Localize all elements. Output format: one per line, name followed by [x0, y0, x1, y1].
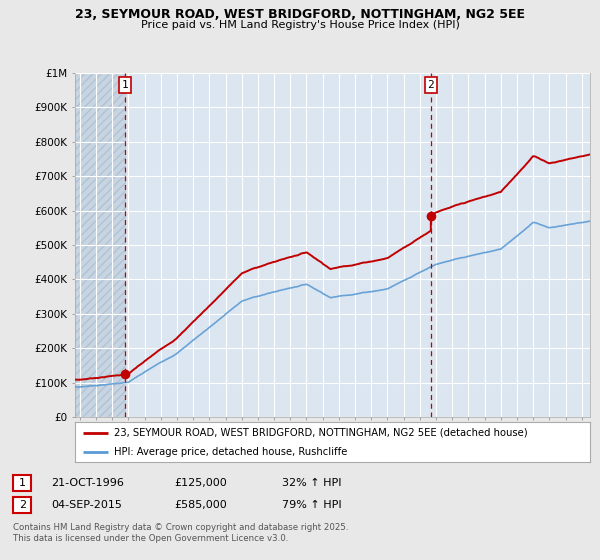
Text: 21-OCT-1996: 21-OCT-1996	[51, 478, 124, 488]
Bar	[75, 73, 125, 417]
Text: Contains HM Land Registry data © Crown copyright and database right 2025.: Contains HM Land Registry data © Crown c…	[13, 523, 349, 532]
Text: 32% ↑ HPI: 32% ↑ HPI	[282, 478, 341, 488]
Text: £585,000: £585,000	[174, 500, 227, 510]
Text: 23, SEYMOUR ROAD, WEST BRIDGFORD, NOTTINGHAM, NG2 5EE: 23, SEYMOUR ROAD, WEST BRIDGFORD, NOTTIN…	[75, 8, 525, 21]
Text: 04-SEP-2015: 04-SEP-2015	[51, 500, 122, 510]
Text: 1: 1	[122, 80, 129, 90]
Text: 2: 2	[19, 500, 26, 510]
Text: £125,000: £125,000	[174, 478, 227, 488]
Text: 23, SEYMOUR ROAD, WEST BRIDGFORD, NOTTINGHAM, NG2 5EE (detached house): 23, SEYMOUR ROAD, WEST BRIDGFORD, NOTTIN…	[113, 428, 527, 438]
Bar	[75, 73, 125, 417]
Text: 2: 2	[427, 80, 434, 90]
Text: 79% ↑ HPI: 79% ↑ HPI	[282, 500, 341, 510]
Text: 1: 1	[19, 478, 26, 488]
Text: This data is licensed under the Open Government Licence v3.0.: This data is licensed under the Open Gov…	[13, 534, 289, 543]
Text: HPI: Average price, detached house, Rushcliffe: HPI: Average price, detached house, Rush…	[113, 446, 347, 456]
Text: Price paid vs. HM Land Registry's House Price Index (HPI): Price paid vs. HM Land Registry's House …	[140, 20, 460, 30]
